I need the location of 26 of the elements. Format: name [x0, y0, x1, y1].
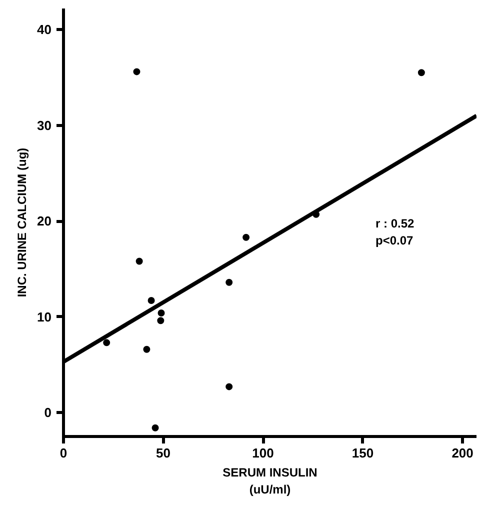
x-tick-label: 200: [452, 446, 474, 460]
point: [133, 68, 140, 76]
annotation: p<0.07: [376, 234, 414, 248]
point: [157, 317, 164, 324]
x-tick-label: 50: [156, 446, 170, 460]
point: [152, 424, 159, 432]
point: [226, 278, 233, 286]
y-tick-label: 0: [44, 405, 52, 420]
point: [103, 339, 110, 346]
y-tick-label: 40: [37, 22, 52, 38]
x-tick-label: 0: [60, 446, 68, 460]
point: [226, 383, 233, 390]
y-axis-title: INC. URINE CALCIUM (ug): [15, 148, 30, 298]
point: [136, 258, 143, 265]
point: [148, 297, 155, 304]
point: [158, 309, 165, 316]
x-tick-label: 100: [252, 446, 274, 460]
y-tick-label: 20: [37, 214, 52, 229]
y-tick-label: 10: [37, 309, 52, 324]
x-axis-title: SERUM INSULIN (uU/ml): [222, 466, 318, 496]
point: [143, 346, 150, 353]
point: [242, 234, 250, 241]
point: [418, 69, 425, 76]
annotation: r : 0.52: [376, 216, 415, 230]
y-tick-label: 30: [37, 118, 52, 133]
x-tick-label: 150: [352, 446, 374, 460]
